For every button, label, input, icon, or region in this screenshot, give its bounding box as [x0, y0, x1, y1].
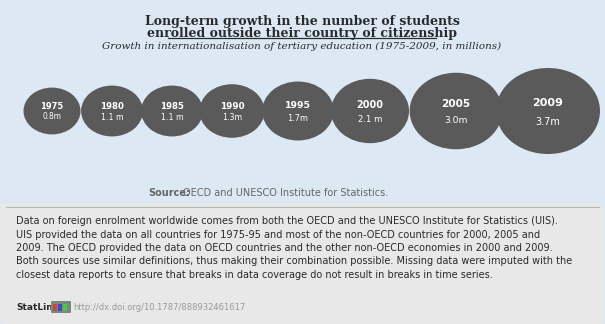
Text: Data on foreign enrolment worldwide comes from both the OECD and the UNESCO Inst: Data on foreign enrolment worldwide come… [16, 216, 558, 226]
Ellipse shape [81, 86, 143, 136]
Text: 1.1 m: 1.1 m [100, 113, 123, 122]
Text: 2005: 2005 [442, 99, 471, 109]
Text: 2009. The OECD provided the data on OECD countries and the other non-OECD econom: 2009. The OECD provided the data on OECD… [16, 243, 552, 253]
Ellipse shape [331, 79, 409, 143]
Text: Both sources use similar definitions, thus making their combination possible. Mi: Both sources use similar definitions, th… [16, 257, 572, 267]
Text: Growth in internationalisation of tertiary education (1975-2009, in millions): Growth in internationalisation of tertia… [102, 42, 502, 51]
Ellipse shape [410, 73, 502, 149]
Text: 1980: 1980 [100, 102, 124, 111]
Ellipse shape [141, 86, 203, 136]
Text: 1.3m: 1.3m [222, 113, 242, 122]
Text: 2.1 m: 2.1 m [358, 115, 382, 123]
Text: 3.0m: 3.0m [444, 116, 468, 125]
Text: 0.8m: 0.8m [42, 112, 62, 122]
FancyBboxPatch shape [51, 301, 71, 313]
Ellipse shape [24, 87, 80, 134]
Text: Long-term growth in the number of students: Long-term growth in the number of studen… [145, 15, 459, 28]
Text: OECD and UNESCO Institute for Statistics.: OECD and UNESCO Institute for Statistics… [183, 188, 388, 198]
Bar [63, 304, 67, 311]
Text: http://dx.doi.org/10.1787/888932461617: http://dx.doi.org/10.1787/888932461617 [73, 303, 245, 311]
Text: 1990: 1990 [220, 102, 244, 111]
Ellipse shape [496, 68, 600, 154]
Text: 1975: 1975 [41, 102, 64, 111]
Text: enrolled outside their country of citizenship: enrolled outside their country of citize… [147, 27, 457, 40]
Text: UIS provided the data on all countries for 1975-95 and most of the non-OECD coun: UIS provided the data on all countries f… [16, 229, 540, 239]
Text: Source:: Source: [148, 188, 190, 198]
Text: 1.7m: 1.7m [287, 114, 309, 123]
Ellipse shape [262, 82, 334, 141]
Ellipse shape [200, 84, 264, 138]
Text: 2000: 2000 [356, 100, 384, 110]
FancyBboxPatch shape [1, 203, 604, 324]
Bar [53, 304, 57, 311]
Text: 1995: 1995 [285, 101, 311, 110]
Text: 1.1 m: 1.1 m [161, 113, 183, 122]
Text: closest data reports to ensure that breaks in data coverage do not result in bre: closest data reports to ensure that brea… [16, 270, 492, 280]
Text: 1985: 1985 [160, 102, 184, 111]
Bar [58, 304, 62, 311]
Text: 3.7m: 3.7m [535, 117, 560, 127]
FancyBboxPatch shape [1, 1, 604, 211]
Text: StatLink: StatLink [16, 303, 59, 311]
Text: 2009: 2009 [532, 98, 563, 108]
